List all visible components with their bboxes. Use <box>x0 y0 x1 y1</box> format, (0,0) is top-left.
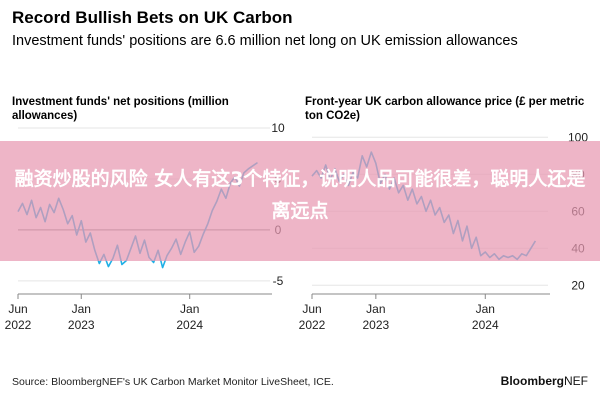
x-tick-year-label: 2022 <box>299 318 326 332</box>
x-tick-year-label: 2022 <box>5 318 32 332</box>
right-panel-title: Front-year UK carbon allowance price (£ … <box>305 96 585 122</box>
left-panel-title: Investment funds' net positions (million… <box>12 96 229 122</box>
x-tick-year-label: 2023 <box>68 318 95 332</box>
brand-logo: BloombergNEF <box>501 374 588 388</box>
x-tick-label: Jan <box>180 302 199 316</box>
y-tick-label: 10 <box>271 121 285 135</box>
overlay-text: 融资炒股的风险 女人有这3个特征，说明人品可能很差，聪明人还是离远点 <box>14 168 586 222</box>
brand-bold: Bloomberg <box>500 374 564 388</box>
y-tick-label: -5 <box>273 274 284 288</box>
x-tick-year-label: 2024 <box>472 318 499 332</box>
x-tick-label: Jan <box>476 302 495 316</box>
x-tick-year-label: 2024 <box>176 318 203 332</box>
chart-subtitle: Investment funds' positions are 6.6 mill… <box>12 33 518 49</box>
y-tick-label: 100 <box>568 130 588 144</box>
x-tick-label: Jun <box>302 302 321 316</box>
brand-light: NEF <box>564 374 588 388</box>
overlay-banner <box>0 141 600 261</box>
x-tick-label: Jun <box>8 302 27 316</box>
x-tick-year-label: 2023 <box>362 318 389 332</box>
y-tick-label: 20 <box>571 278 585 292</box>
source-note: Source: BloombergNEF's UK Carbon Market … <box>12 376 334 388</box>
x-tick-label: Jan <box>366 302 385 316</box>
chart-title: Record Bullish Bets on UK Carbon <box>12 8 293 27</box>
x-tick-label: Jan <box>72 302 91 316</box>
